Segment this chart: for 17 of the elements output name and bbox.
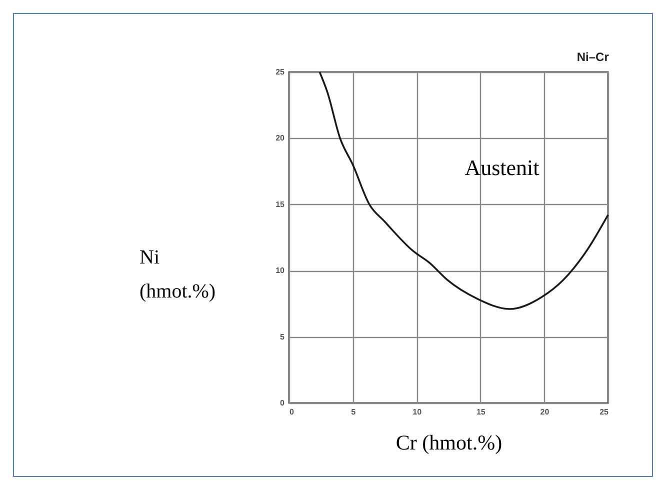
- y-tick-label: 15: [276, 200, 286, 209]
- x-tick-label: 25: [600, 408, 610, 416]
- y-axis-title: Ni (hmot.%): [140, 246, 216, 302]
- y-tick-label: 25: [276, 68, 286, 76]
- chart-title: Ni–Cr: [576, 50, 610, 64]
- x-tick-label: 0: [290, 408, 294, 416]
- x-tick-label: 20: [540, 408, 550, 416]
- y-tick-label: 20: [276, 134, 286, 143]
- y-tick-label: 5: [280, 332, 286, 342]
- y-tick-label: 0: [280, 398, 286, 408]
- y-tick-label: 10: [276, 266, 286, 276]
- x-tick-label: 15: [476, 408, 486, 416]
- line-series: [318, 71, 609, 310]
- x-tick-label: 10: [412, 408, 422, 416]
- x-tick-label: 5: [351, 408, 356, 416]
- annotation: Austenit: [464, 155, 540, 180]
- x-axis-title: Cr (hmot.%): [396, 430, 502, 454]
